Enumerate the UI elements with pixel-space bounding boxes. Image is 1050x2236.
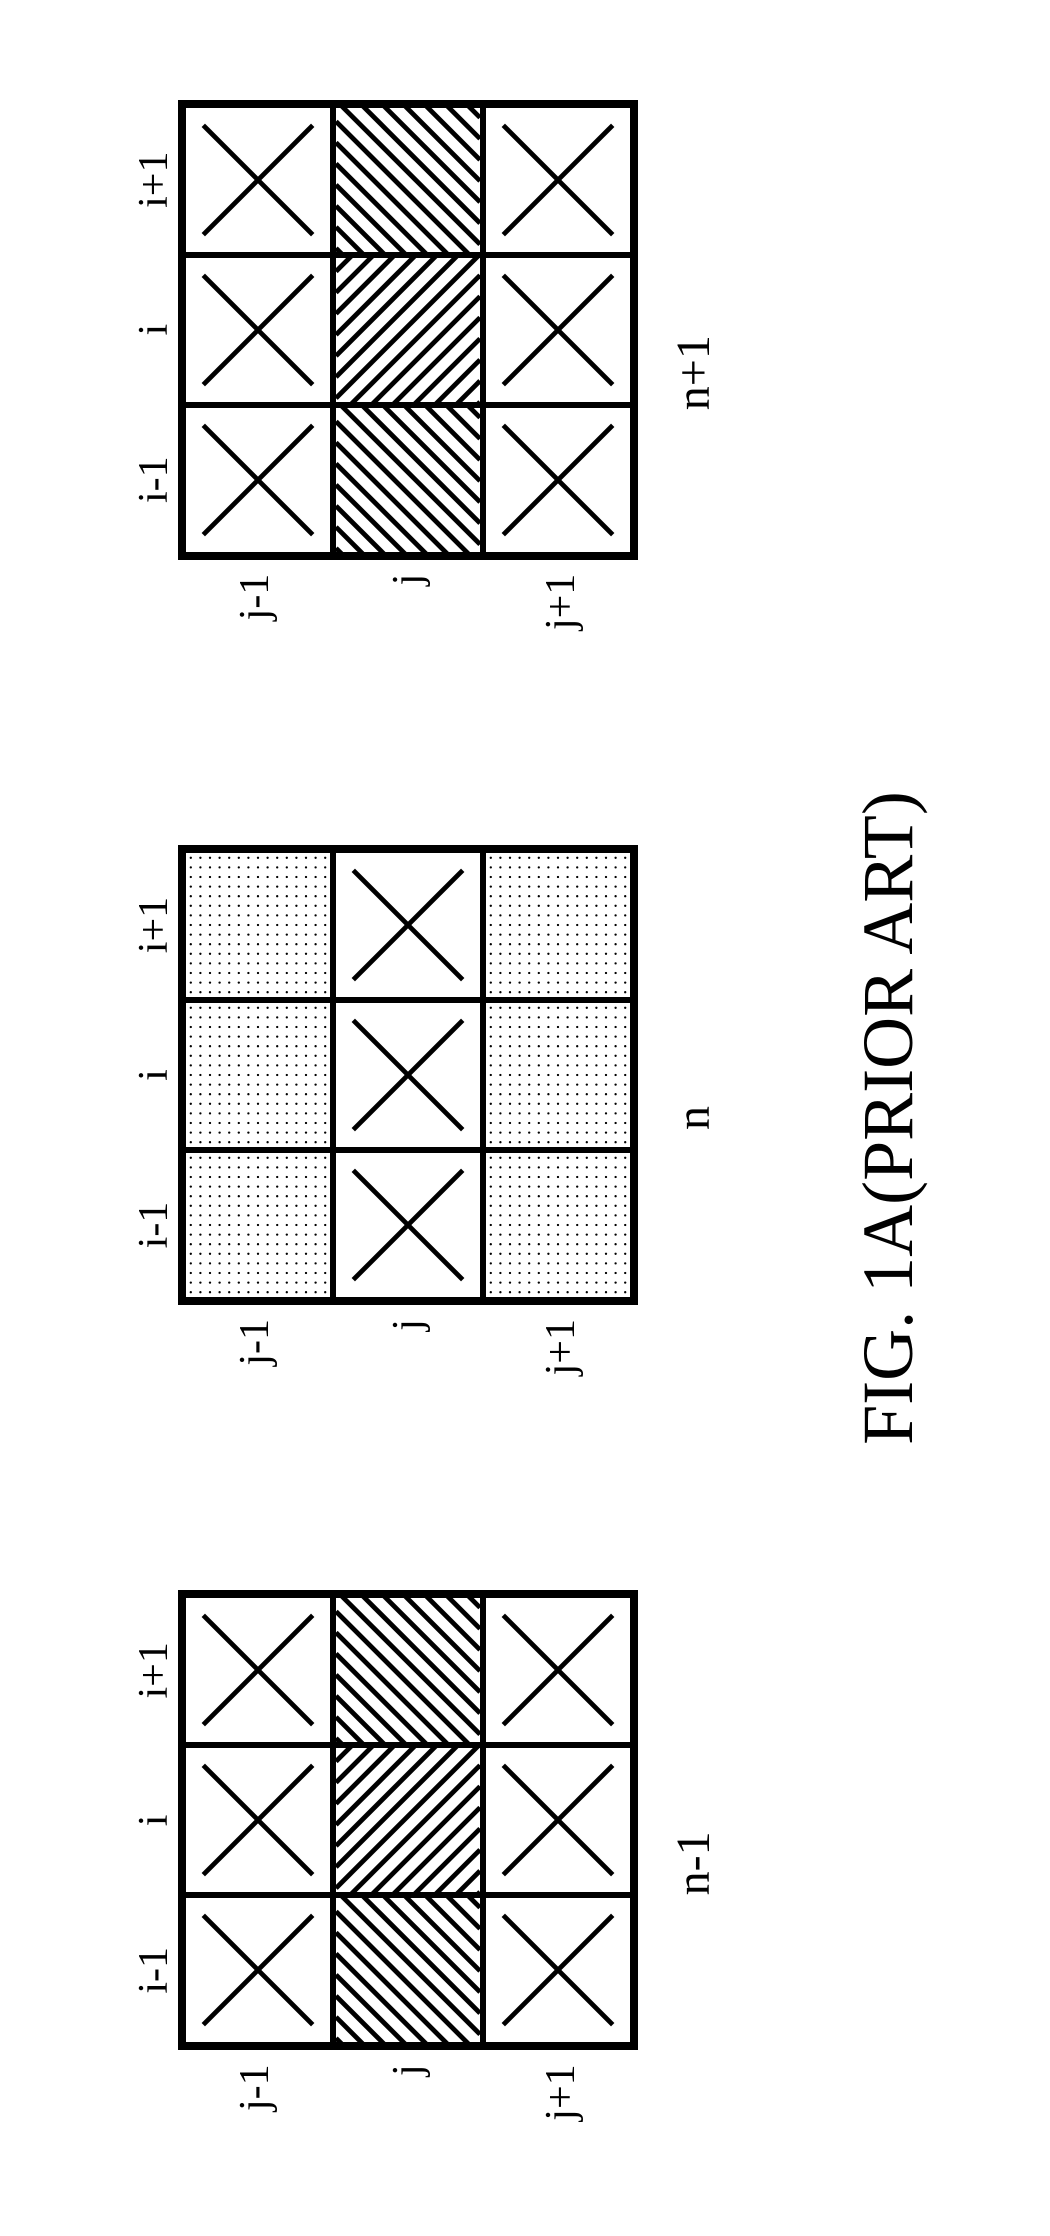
col-headers: i-1 i i+1: [130, 105, 178, 555]
col-headers: i-1 i i+1: [130, 1595, 178, 2045]
grids-row: i-1 i i+1 j-1 j j+1: [130, 0, 721, 2236]
grid-body: j-1 j j+1: [178, 100, 638, 646]
row-label: j-1: [180, 560, 330, 646]
grid-cell: [183, 405, 333, 555]
grid-block-n: i-1 i i+1 j-1 j j+1 n: [130, 845, 721, 1391]
grid-cell: [333, 1150, 483, 1300]
row-labels: j-1 j j+1: [178, 1305, 638, 1391]
grid-cell: [183, 1595, 333, 1745]
grid-block-n-minus-1: i-1 i i+1 j-1 j j+1: [130, 1590, 721, 2136]
grid-cell: [183, 1895, 333, 2045]
grid-cell: [183, 1745, 333, 1895]
grid-cell: [483, 1895, 633, 2045]
grid-cell: [483, 1745, 633, 1895]
grid-cell: [483, 255, 633, 405]
grid-cell: [183, 105, 333, 255]
grid-3x3: [178, 100, 638, 560]
grid-cell: [483, 1000, 633, 1150]
page: i-1 i i+1 j-1 j j+1: [0, 0, 1050, 2236]
grid-cell: [183, 1000, 333, 1150]
row-label: j+1: [486, 1305, 636, 1391]
grid-cell: [333, 1895, 483, 2045]
grid-cell: [333, 255, 483, 405]
grid-body: j-1 j j+1: [178, 1590, 638, 2136]
grid-cell: [333, 105, 483, 255]
col-label: i-1: [130, 1895, 178, 2045]
col-label: i-1: [130, 405, 178, 555]
grid-cell: [183, 1150, 333, 1300]
row-label: j: [333, 560, 483, 646]
col-headers: i-1 i i+1: [130, 850, 178, 1300]
grid-cell: [333, 405, 483, 555]
grid-3x3: [178, 1590, 638, 2050]
grid-cell: [333, 1000, 483, 1150]
rotated-canvas: i-1 i i+1 j-1 j j+1: [0, 0, 1050, 2236]
grid-cell: [483, 1595, 633, 1745]
row-label: j: [333, 2050, 483, 2136]
col-label: i: [130, 1000, 178, 1150]
grid-cell: [483, 105, 633, 255]
grid-block-n-plus-1: i-1 i i+1 j-1 j j+1: [130, 100, 721, 646]
grid-cell: [333, 1595, 483, 1745]
frame-label: n+1: [666, 335, 721, 410]
figure-caption: FIG. 1A(PRIOR ART): [847, 0, 930, 2236]
col-label: i+1: [130, 850, 178, 1000]
row-labels: j-1 j j+1: [178, 560, 638, 646]
grid-cell: [483, 850, 633, 1000]
grid-cell: [483, 1150, 633, 1300]
grid-cell: [183, 850, 333, 1000]
row-label: j: [333, 1305, 483, 1391]
frame-label: n-1: [666, 1831, 721, 1895]
frame-label: n: [666, 1106, 721, 1130]
col-label: i+1: [130, 1595, 178, 1745]
col-label: i: [130, 1745, 178, 1895]
grid-cell: [183, 255, 333, 405]
grid-cell: [333, 850, 483, 1000]
col-label: i: [130, 255, 178, 405]
grid-3x3: [178, 845, 638, 1305]
grid-body: j-1 j j+1: [178, 845, 638, 1391]
row-labels: j-1 j j+1: [178, 2050, 638, 2136]
col-label: i-1: [130, 1150, 178, 1300]
row-label: j+1: [486, 2050, 636, 2136]
grid-cell: [333, 1745, 483, 1895]
row-label: j-1: [180, 2050, 330, 2136]
row-label: j-1: [180, 1305, 330, 1391]
grid-cell: [483, 405, 633, 555]
row-label: j+1: [486, 560, 636, 646]
col-label: i+1: [130, 105, 178, 255]
